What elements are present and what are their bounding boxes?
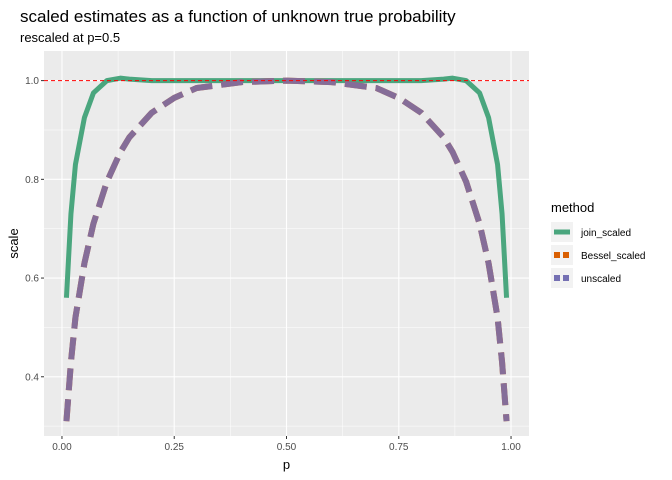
y-tick-label: 1.0 — [25, 76, 39, 87]
x-tick-label: 1.00 — [501, 442, 521, 453]
y-tick-label: 0.6 — [25, 274, 39, 285]
series-layer — [63, 75, 510, 422]
legend-entries: join_scaled Bessel_scaled unscaled — [551, 222, 645, 288]
legend-key — [551, 245, 573, 265]
chart-title: scaled estimates as a function of unknow… — [20, 7, 456, 26]
legend-key — [551, 268, 573, 288]
x-tick-label: 0.00 — [52, 442, 72, 453]
legend-label: unscaled — [581, 274, 621, 285]
series-line-unscaled — [63, 77, 510, 422]
y-tick-label: 0.8 — [25, 175, 39, 186]
major-gridlines — [44, 51, 529, 436]
x-tick-label: 0.75 — [389, 442, 409, 453]
legend: method join_scaled Bessel_scaled unscaled — [551, 200, 645, 288]
legend-label: join_scaled — [580, 228, 631, 239]
y-axis-title: scale — [6, 228, 21, 258]
chart-subtitle: rescaled at p=0.5 — [20, 30, 120, 45]
x-tick-label: 0.50 — [277, 442, 297, 453]
y-axis-ticks: 0.4 0.6 0.8 1.0 — [25, 76, 44, 383]
legend-label: Bessel_scaled — [581, 251, 645, 262]
y-tick-label: 0.4 — [25, 372, 39, 383]
x-tick-label: 0.25 — [164, 442, 184, 453]
x-axis-ticks: 0.00 0.25 0.50 0.75 1.00 — [52, 436, 521, 453]
legend-title: method — [551, 200, 594, 215]
x-axis-title: p — [283, 457, 290, 472]
